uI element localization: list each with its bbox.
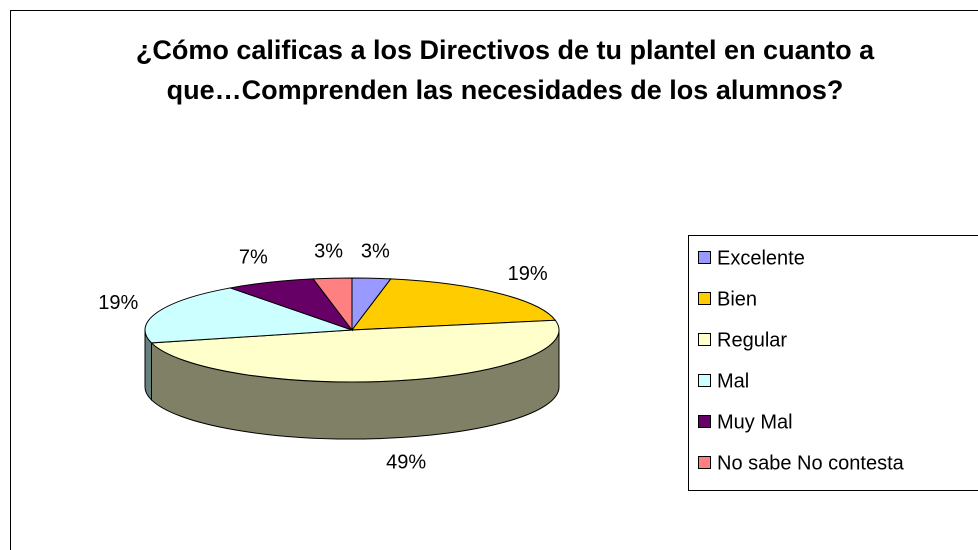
legend-label: Excelente: [717, 247, 805, 269]
data-label: 19%: [98, 292, 138, 314]
legend-swatch: [698, 251, 711, 264]
data-label: 19%: [508, 263, 548, 285]
slice: [350, 278, 557, 331]
legend-label: Mal: [717, 370, 749, 392]
legend-label: Muy Mal: [717, 411, 793, 433]
data-label: 3%: [361, 241, 390, 263]
slice: [144, 287, 353, 344]
legend-swatch: [698, 292, 711, 305]
data-label: 3%: [314, 241, 343, 263]
legend-box: [688, 235, 978, 491]
legend-swatch: [698, 415, 711, 428]
legend-swatch: [698, 374, 711, 387]
legend-label: No sabe No contesta: [717, 452, 905, 474]
slice: [312, 277, 353, 332]
legend-label: Regular: [717, 329, 787, 351]
data-label: 7%: [239, 247, 268, 269]
legend-label: Bien: [717, 288, 757, 310]
chart-title: ¿Cómo calificas a los Directivos de tu p…: [135, 35, 875, 105]
slice: [150, 319, 560, 383]
data-label: 49%: [386, 451, 426, 473]
legend-swatch: [698, 333, 711, 346]
legend-swatch: [698, 456, 711, 469]
